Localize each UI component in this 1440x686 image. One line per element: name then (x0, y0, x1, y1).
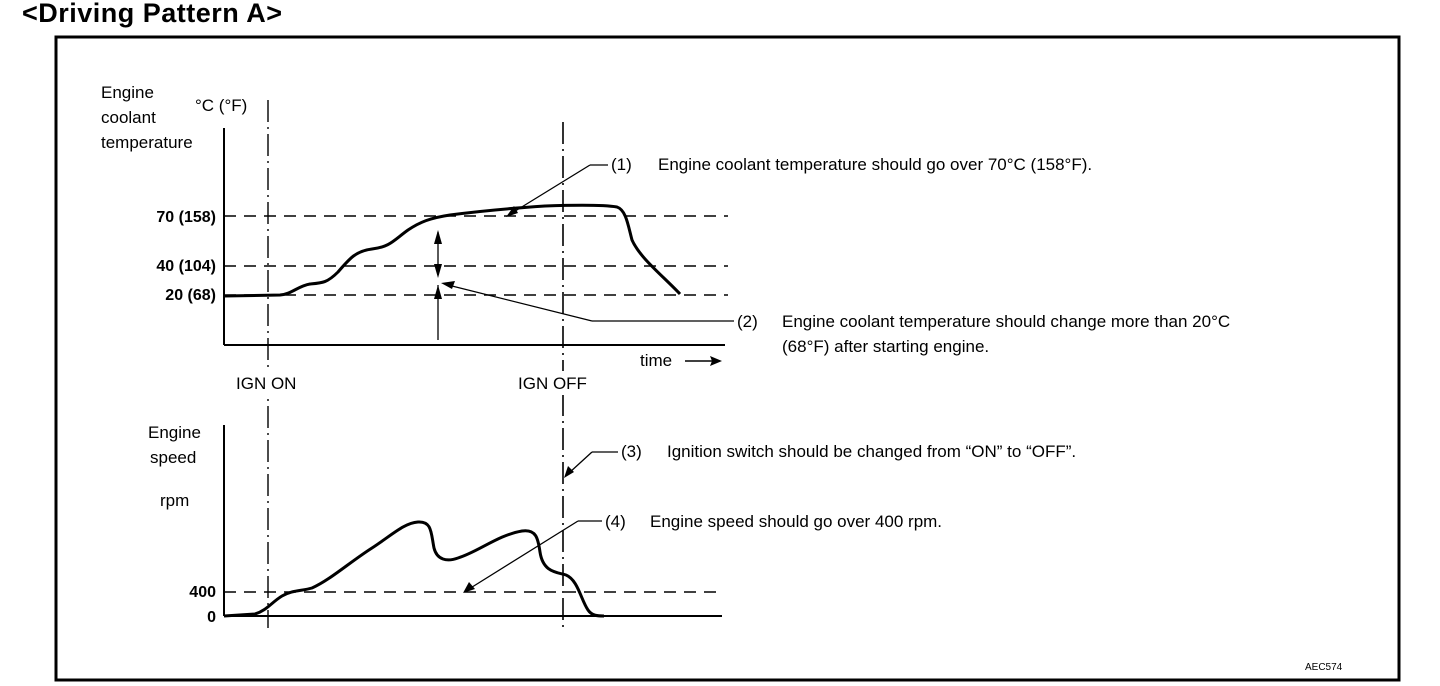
note-2-text: Engine coolant temperature should change… (782, 312, 1230, 331)
speed-graph: Engine speed rpm 400 0 (148, 423, 722, 626)
leader-3-arrowhead-icon (564, 466, 574, 478)
coolant-graph: Engine coolant temperature °C (°F) 70 (1… (101, 83, 728, 370)
leader-1 (511, 164, 591, 214)
ign-off-label: IGN OFF (518, 374, 587, 393)
note-4-text: Engine speed should go over 400 rpm. (650, 512, 942, 531)
page-title: <Driving Pattern A> (22, 0, 283, 28)
note-3-number: (3) (621, 442, 642, 461)
speed-axis-unit: rpm (160, 491, 189, 510)
time-label: time (640, 351, 672, 370)
speed-axis-label-line2: speed (150, 448, 196, 467)
note-1-text: Engine coolant temperature should go ove… (658, 155, 1092, 174)
note-1-number: (1) (611, 155, 632, 174)
callout-3: (3) Ignition switch should be changed fr… (564, 442, 1076, 478)
leader-4 (468, 520, 579, 590)
leader-2-arrowhead-icon (441, 281, 455, 289)
ign-on-label-bg (230, 371, 320, 395)
coolant-axis-label-line3: temperature (101, 133, 193, 152)
leader-3 (568, 451, 593, 474)
figure-code: AEC574 (1305, 662, 1343, 673)
callout-4: (4) Engine speed should go over 400 rpm. (463, 512, 942, 593)
ign-on-label: IGN ON (236, 374, 296, 393)
callout-2: (2) Engine coolant temperature should ch… (441, 281, 1230, 356)
tick-0: 0 (207, 609, 216, 626)
coolant-axis-label-line1: Engine (101, 83, 154, 102)
note-2-text-line2: (68°F) after starting engine. (782, 337, 989, 356)
tick-70: 70 (158) (156, 209, 216, 226)
leader-2 (447, 284, 593, 322)
tick-400: 400 (189, 584, 216, 601)
delta-arrow-down-head-icon (434, 264, 442, 278)
note-4-number: (4) (605, 512, 626, 531)
note-2-number: (2) (737, 312, 758, 331)
coolant-axis-unit: °C (°F) (195, 96, 247, 115)
leader-1-arrowhead-icon (506, 206, 518, 217)
engine-speed-curve (223, 520, 605, 618)
time-arrow-head-icon (710, 356, 722, 366)
callout-1: (1) Engine coolant temperature should go… (506, 155, 1092, 217)
leader-4-arrowhead-icon (463, 582, 475, 593)
coolant-temperature-curve (223, 203, 682, 298)
ign-off-label-bg (512, 371, 610, 395)
speed-axis-label-line1: Engine (148, 423, 201, 442)
tick-20: 20 (68) (165, 287, 216, 304)
tick-40: 40 (104) (156, 258, 216, 275)
figure-frame (54, 35, 1401, 682)
delta-arrow-up-head-icon (434, 230, 442, 244)
delta-arrow-up2-head-icon (434, 285, 442, 299)
coolant-axis-label-line2: coolant (101, 108, 156, 127)
note-3-text: Ignition switch should be changed from “… (667, 442, 1076, 461)
